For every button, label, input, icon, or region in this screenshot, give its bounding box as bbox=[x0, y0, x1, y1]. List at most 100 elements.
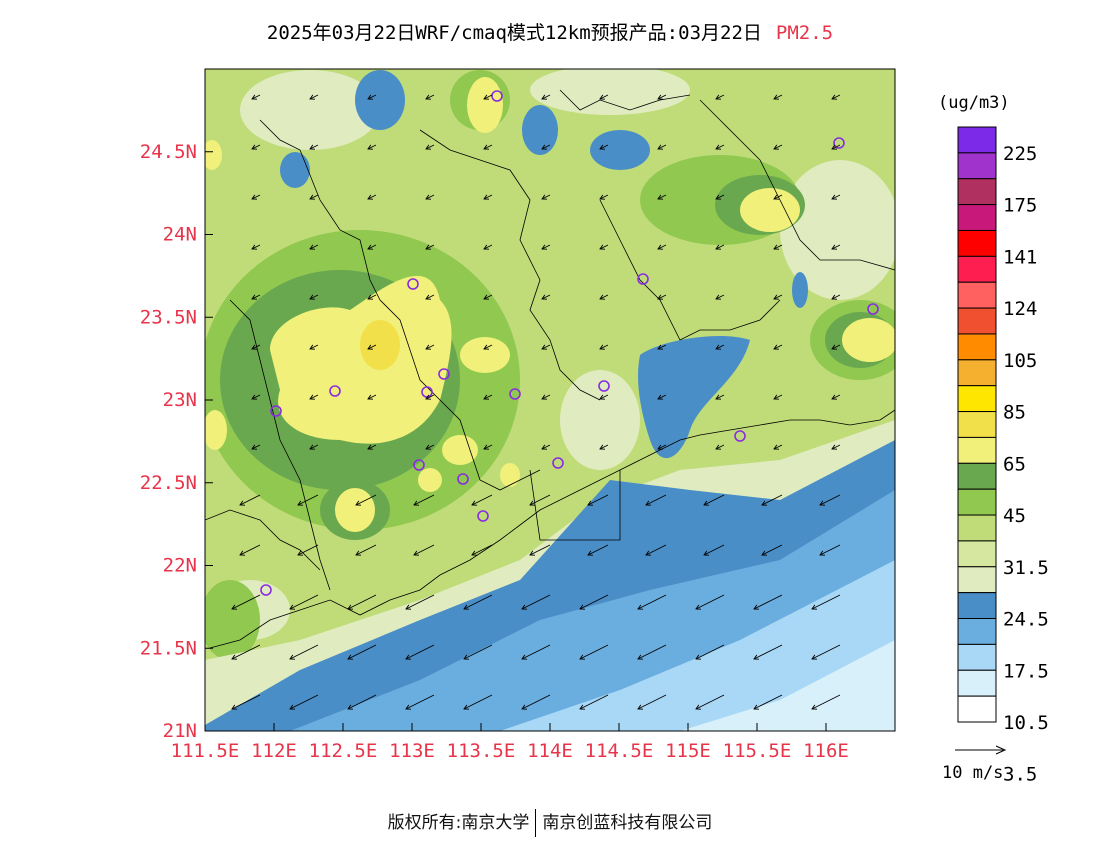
wind-arrow-head bbox=[657, 144, 664, 150]
wind-arrow-head bbox=[599, 394, 606, 400]
wind-arrow-head bbox=[541, 394, 548, 400]
legend-swatch bbox=[957, 488, 997, 516]
wind-arrow-head bbox=[289, 604, 296, 610]
wind-arrow-head bbox=[695, 704, 702, 710]
wind-arrow-head bbox=[599, 194, 606, 200]
wind-arrow bbox=[405, 694, 435, 710]
wind-arrow-head bbox=[483, 244, 490, 250]
wind-arrow bbox=[309, 144, 319, 150]
wind-arrow-head bbox=[811, 654, 818, 660]
wind-arrow-head bbox=[347, 604, 354, 610]
wind-arrow bbox=[347, 594, 377, 610]
wind-arrow bbox=[251, 444, 261, 450]
wind-arrow-head bbox=[819, 500, 826, 506]
wind-arrow bbox=[703, 494, 725, 506]
wind-arrow-head bbox=[831, 394, 838, 400]
wind-arrow bbox=[831, 244, 841, 250]
wind-arrow bbox=[599, 194, 609, 200]
lat-label: 22.5N bbox=[140, 472, 197, 494]
wind-arrow-head bbox=[541, 94, 548, 100]
wind-arrow-head bbox=[367, 144, 374, 150]
wind-arrow-head bbox=[587, 550, 594, 556]
wind-arrow-head bbox=[599, 94, 606, 100]
wind-arrow bbox=[773, 294, 783, 300]
wind-arrow bbox=[297, 544, 319, 556]
station-marker bbox=[270, 405, 282, 417]
station-marker bbox=[457, 473, 469, 485]
wind-arrow-head bbox=[405, 704, 412, 710]
legend-swatch bbox=[957, 126, 997, 154]
wind-arrow-head bbox=[483, 344, 490, 350]
wind-arrow bbox=[715, 294, 725, 300]
wind-arrow-head bbox=[753, 654, 760, 660]
lat-label: 23.5N bbox=[140, 306, 197, 328]
wind-arrow bbox=[309, 94, 319, 100]
wind-arrow-head bbox=[753, 604, 760, 610]
wind-arrow-head bbox=[645, 500, 652, 506]
wind-arrow-head bbox=[831, 94, 838, 100]
legend-level-label: 24.5 bbox=[1003, 609, 1049, 631]
wind-arrow-head bbox=[425, 294, 432, 300]
wind-arrow bbox=[289, 694, 319, 710]
wind-arrow bbox=[483, 244, 493, 250]
wind-arrow bbox=[289, 644, 319, 660]
station-marker bbox=[509, 388, 521, 400]
wind-arrow-head bbox=[309, 94, 316, 100]
wind-arrow-head bbox=[251, 294, 258, 300]
wind-arrow-head bbox=[251, 144, 258, 150]
wind-arrow bbox=[463, 594, 493, 610]
map-axes: 21N 21.5N 22N 22.5N 23N 23.5N 24N 24.5N 111.5E 11… bbox=[140, 141, 849, 762]
station-marker bbox=[491, 90, 503, 102]
legend-swatch bbox=[957, 229, 997, 257]
wind-arrow bbox=[715, 144, 725, 150]
legend-swatch bbox=[957, 204, 997, 231]
wind-arrow bbox=[309, 344, 319, 350]
wind-arrow-head bbox=[529, 550, 536, 556]
wind-arrow bbox=[773, 144, 783, 150]
legend-swatch bbox=[957, 669, 997, 697]
wind-arrow-head bbox=[463, 654, 470, 660]
legend-swatch bbox=[957, 307, 997, 335]
wind-vectors bbox=[231, 94, 841, 710]
wind-arrow bbox=[715, 344, 725, 350]
wind-arrow-head bbox=[587, 500, 594, 506]
wind-arrow-head bbox=[715, 194, 722, 200]
legend-unit: (ug/m3) bbox=[938, 93, 1010, 113]
wind-arrow-head bbox=[695, 604, 702, 610]
wind-arrow bbox=[521, 644, 551, 660]
wind-arrow bbox=[695, 594, 725, 610]
wind-arrow bbox=[541, 394, 551, 400]
wind-arrow bbox=[405, 644, 435, 660]
wind-arrow bbox=[753, 644, 783, 660]
lon-label: 112.5E bbox=[309, 740, 378, 762]
station-marker bbox=[477, 510, 489, 522]
wind-arrow-head bbox=[483, 394, 490, 400]
legend-swatch bbox=[957, 566, 997, 594]
wind-arrow bbox=[529, 544, 551, 556]
wind-arrow bbox=[425, 294, 435, 300]
wind-arrow bbox=[579, 594, 609, 610]
wind-arrow bbox=[367, 244, 377, 250]
map-title: 2025年03月22日WRF/cmaq模式12km预报产品:03月22日 PM2.… bbox=[0, 18, 1100, 45]
wind-arrow-head bbox=[425, 344, 432, 350]
wind-arrow-head bbox=[657, 444, 664, 450]
station-marker bbox=[413, 459, 425, 471]
wind-arrow-head bbox=[819, 550, 826, 556]
wind-arrow bbox=[819, 494, 841, 506]
legend-level-label: 105 bbox=[1003, 350, 1037, 372]
wind-arrow bbox=[579, 644, 609, 660]
wind-arrow-head bbox=[309, 394, 316, 400]
wind-arrow-head bbox=[367, 194, 374, 200]
legend-swatch bbox=[957, 540, 997, 568]
legend-swatch bbox=[957, 695, 997, 723]
wind-arrow bbox=[231, 694, 261, 710]
wind-arrow-head bbox=[309, 444, 316, 450]
wind-arrow bbox=[715, 444, 725, 450]
wind-arrow bbox=[239, 494, 261, 506]
lon-label: 115E bbox=[665, 740, 711, 762]
lat-label: 24N bbox=[163, 224, 197, 246]
wind-arrow bbox=[831, 94, 841, 100]
legend-level-label: 225 bbox=[1003, 143, 1037, 165]
legend-swatch bbox=[957, 255, 997, 283]
